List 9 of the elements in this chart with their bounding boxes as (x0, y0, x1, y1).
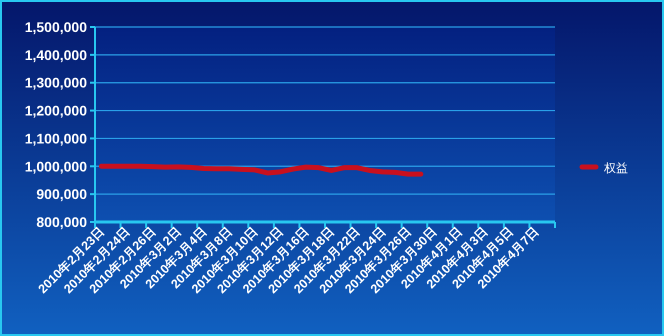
y-tick-label: 1,400,000 (24, 46, 88, 63)
y-tick-label: 1,500,000 (24, 19, 88, 35)
y-tick-label: 900,000 (36, 186, 88, 202)
y-tick-label: 1,100,000 (24, 130, 88, 146)
y-tick-label: 1,200,000 (24, 102, 88, 119)
y-tick-label: 1,300,000 (24, 74, 88, 91)
y-tick-label: 800,000 (36, 214, 88, 230)
legend-label: 权益 (603, 161, 628, 175)
y-tick-label: 1,000,000 (24, 158, 88, 174)
